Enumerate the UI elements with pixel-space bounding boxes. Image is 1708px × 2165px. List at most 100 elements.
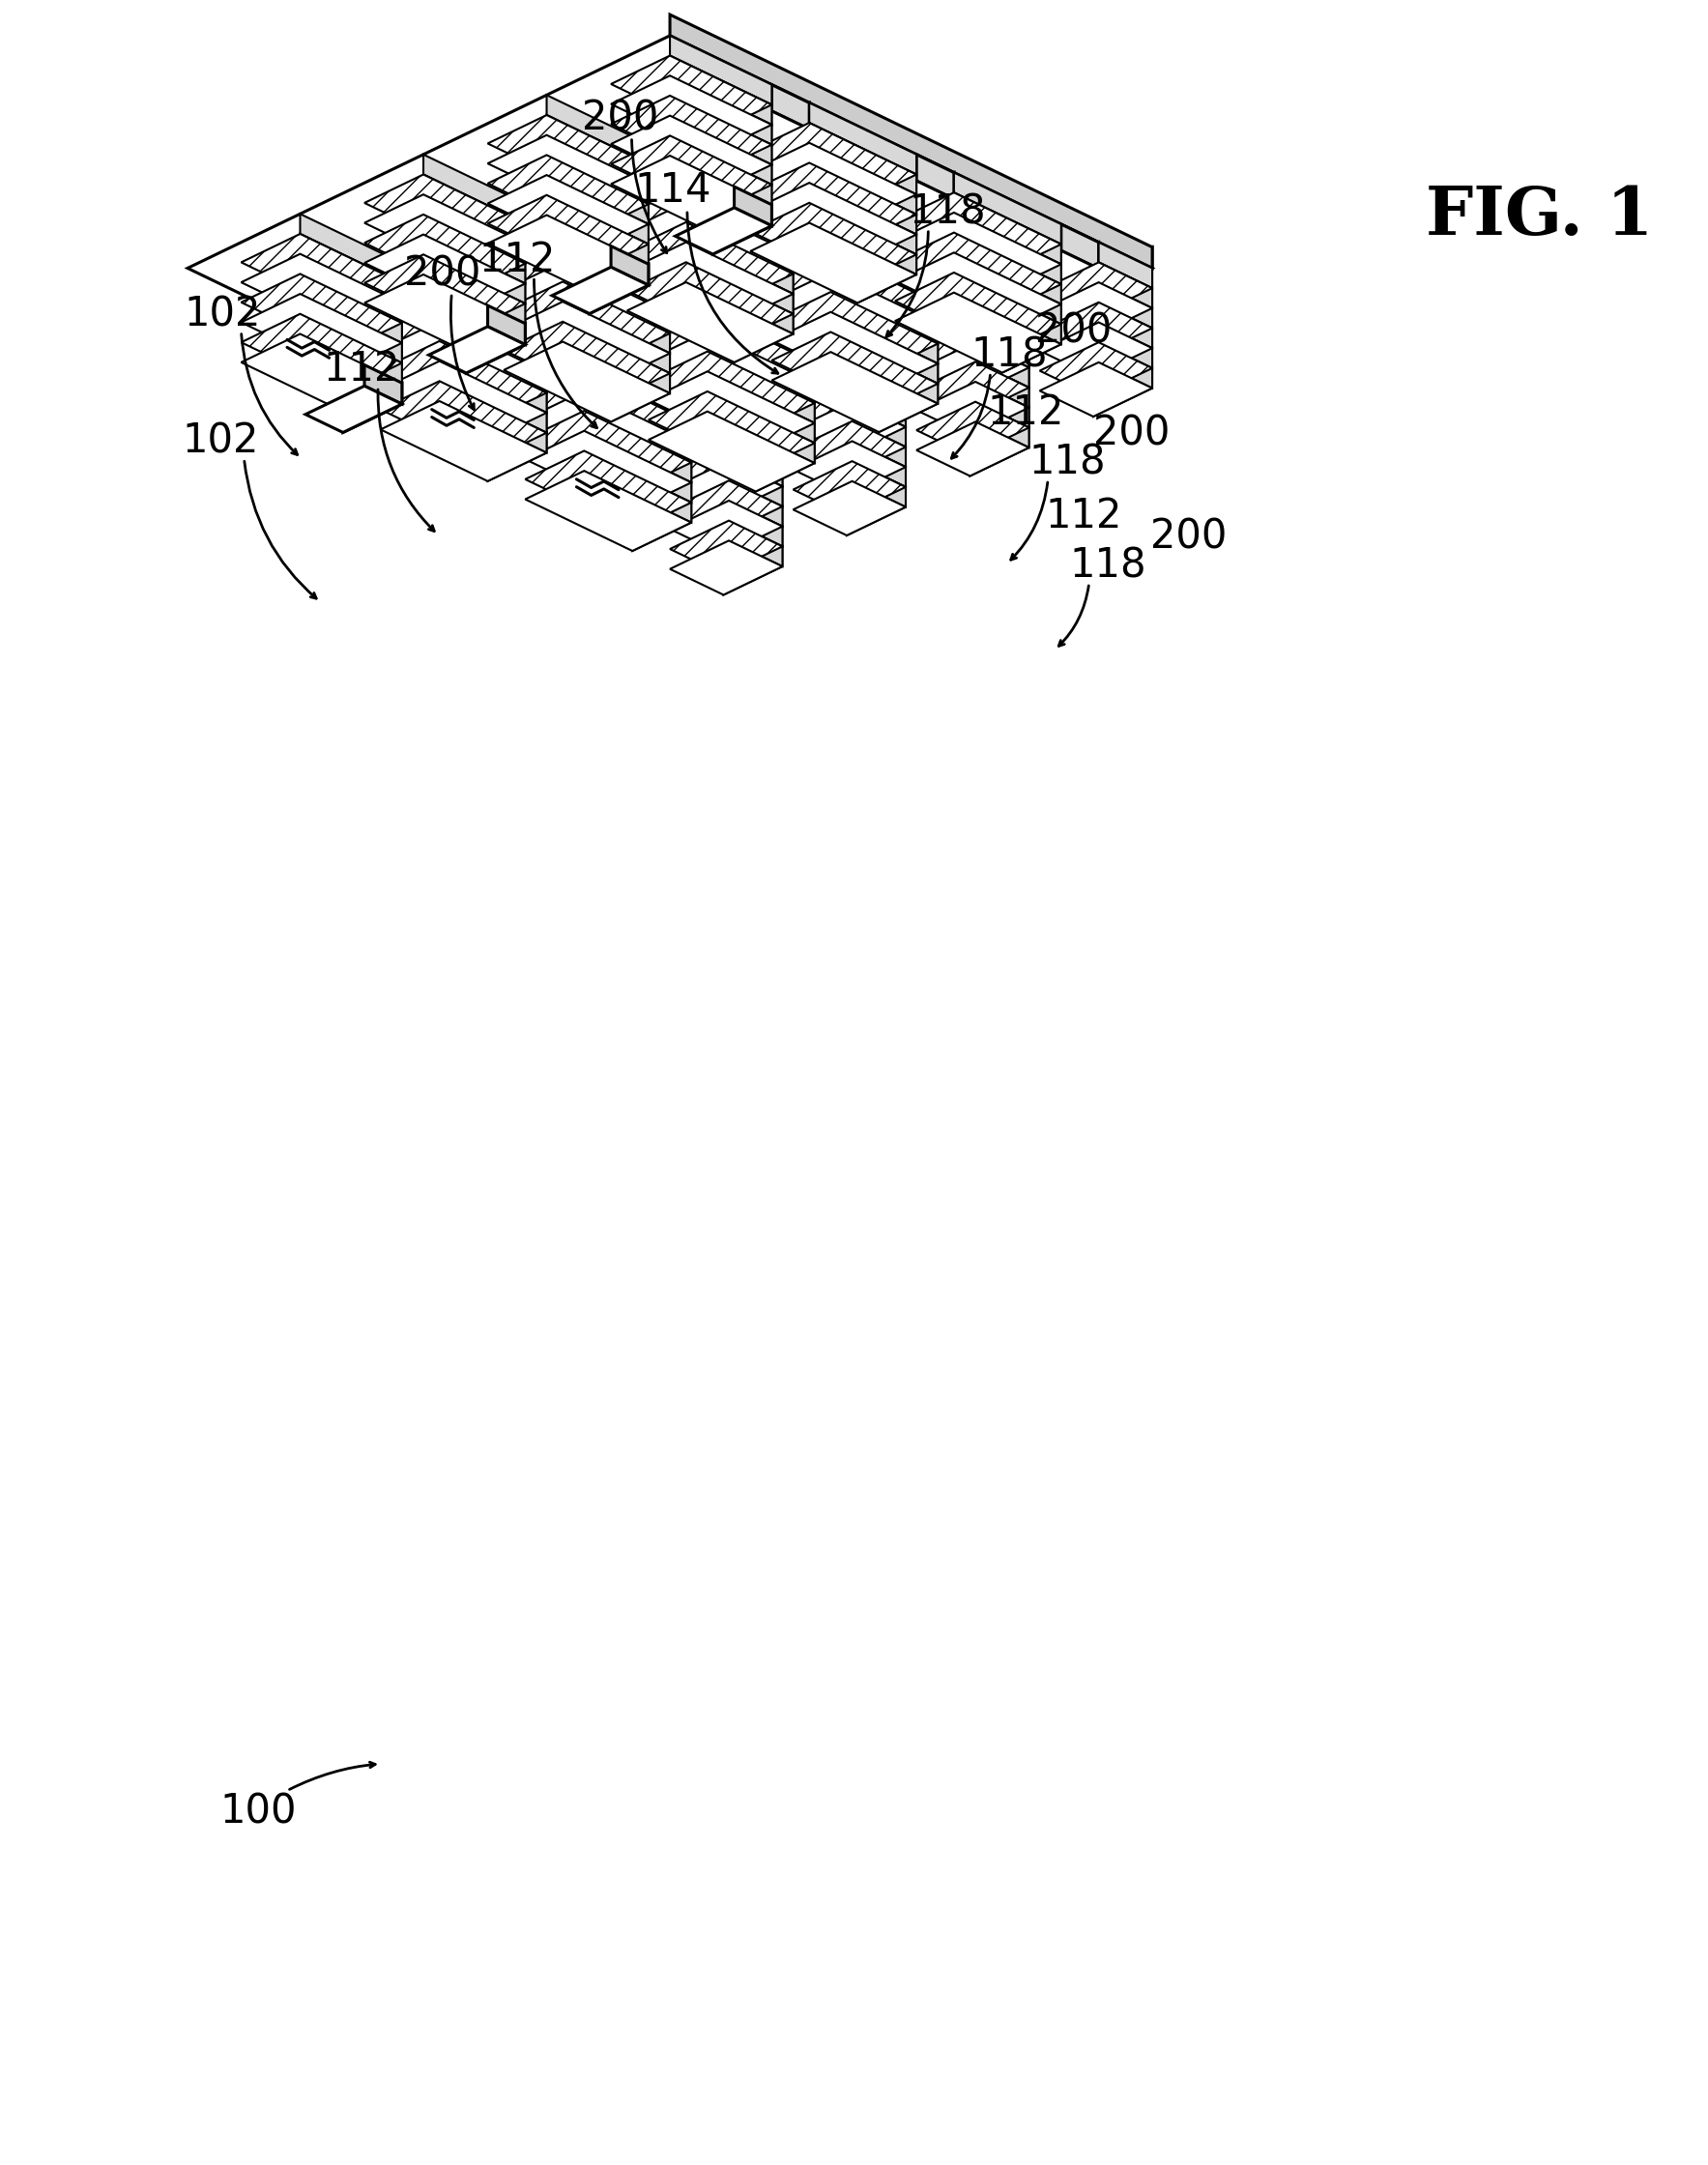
Polygon shape [611, 156, 772, 234]
Polygon shape [632, 422, 692, 472]
Polygon shape [649, 411, 815, 491]
Polygon shape [343, 303, 401, 351]
Polygon shape [970, 349, 1028, 396]
Polygon shape [1093, 368, 1153, 416]
Polygon shape [488, 414, 547, 461]
Polygon shape [611, 247, 649, 286]
Polygon shape [917, 362, 1028, 416]
Polygon shape [241, 253, 401, 331]
Polygon shape [857, 234, 917, 284]
Polygon shape [424, 255, 524, 323]
Polygon shape [847, 388, 905, 435]
Polygon shape [772, 331, 938, 411]
Polygon shape [488, 333, 547, 381]
Text: 112: 112 [323, 349, 400, 390]
Polygon shape [301, 314, 401, 383]
Polygon shape [466, 245, 524, 292]
Polygon shape [562, 301, 670, 372]
Polygon shape [611, 292, 670, 342]
Polygon shape [611, 314, 670, 362]
Polygon shape [524, 450, 692, 530]
Polygon shape [852, 442, 905, 487]
Polygon shape [439, 320, 547, 392]
Polygon shape [712, 84, 772, 132]
Polygon shape [301, 253, 401, 323]
Polygon shape [632, 442, 692, 491]
Polygon shape [712, 104, 772, 154]
Polygon shape [589, 245, 649, 292]
Polygon shape [1098, 303, 1153, 349]
Polygon shape [847, 427, 905, 476]
Polygon shape [857, 154, 917, 204]
Text: 118: 118 [972, 336, 1049, 375]
Polygon shape [712, 165, 772, 212]
Polygon shape [1003, 284, 1061, 333]
Polygon shape [649, 331, 815, 411]
Polygon shape [895, 193, 1061, 273]
Polygon shape [750, 162, 917, 242]
Polygon shape [524, 431, 692, 511]
Polygon shape [504, 342, 670, 422]
Polygon shape [810, 162, 917, 234]
Polygon shape [707, 372, 815, 444]
Polygon shape [670, 115, 772, 184]
Polygon shape [504, 301, 670, 381]
Polygon shape [830, 251, 938, 323]
Polygon shape [547, 134, 649, 204]
Polygon shape [670, 35, 772, 104]
Polygon shape [852, 381, 905, 427]
Polygon shape [466, 223, 524, 273]
Polygon shape [524, 411, 692, 491]
Polygon shape [1040, 362, 1153, 416]
Polygon shape [734, 294, 793, 342]
Polygon shape [793, 461, 905, 515]
Polygon shape [772, 353, 938, 433]
Polygon shape [1003, 245, 1061, 292]
Polygon shape [880, 364, 938, 411]
Polygon shape [895, 232, 1061, 312]
Polygon shape [830, 331, 938, 403]
Polygon shape [830, 292, 938, 364]
Polygon shape [1040, 323, 1153, 377]
Text: 102: 102 [181, 420, 258, 461]
Polygon shape [488, 214, 649, 292]
Polygon shape [364, 175, 524, 251]
Polygon shape [707, 312, 815, 383]
Polygon shape [880, 303, 938, 353]
Polygon shape [810, 182, 917, 255]
Polygon shape [424, 234, 524, 303]
Polygon shape [852, 362, 905, 407]
Polygon shape [343, 383, 401, 433]
Polygon shape [439, 342, 547, 414]
Polygon shape [1098, 242, 1153, 288]
Polygon shape [772, 84, 810, 130]
Polygon shape [1093, 268, 1153, 316]
Polygon shape [670, 520, 782, 576]
Polygon shape [611, 115, 772, 193]
Polygon shape [589, 165, 649, 212]
Polygon shape [793, 401, 905, 455]
Polygon shape [584, 450, 692, 522]
Polygon shape [241, 314, 401, 392]
Polygon shape [734, 314, 793, 362]
Polygon shape [1003, 325, 1061, 372]
Polygon shape [632, 483, 692, 530]
Polygon shape [611, 56, 772, 132]
Polygon shape [552, 266, 649, 314]
Polygon shape [488, 115, 649, 193]
Polygon shape [975, 403, 1028, 448]
Polygon shape [343, 364, 401, 411]
Polygon shape [562, 242, 670, 314]
Polygon shape [772, 312, 938, 392]
Polygon shape [810, 102, 917, 175]
Polygon shape [424, 195, 524, 264]
Polygon shape [970, 388, 1028, 435]
Polygon shape [632, 463, 692, 511]
Polygon shape [857, 195, 917, 242]
Polygon shape [729, 520, 782, 567]
Polygon shape [847, 446, 905, 496]
Polygon shape [488, 392, 547, 442]
Polygon shape [466, 323, 524, 372]
Polygon shape [589, 184, 649, 232]
Polygon shape [670, 56, 772, 126]
